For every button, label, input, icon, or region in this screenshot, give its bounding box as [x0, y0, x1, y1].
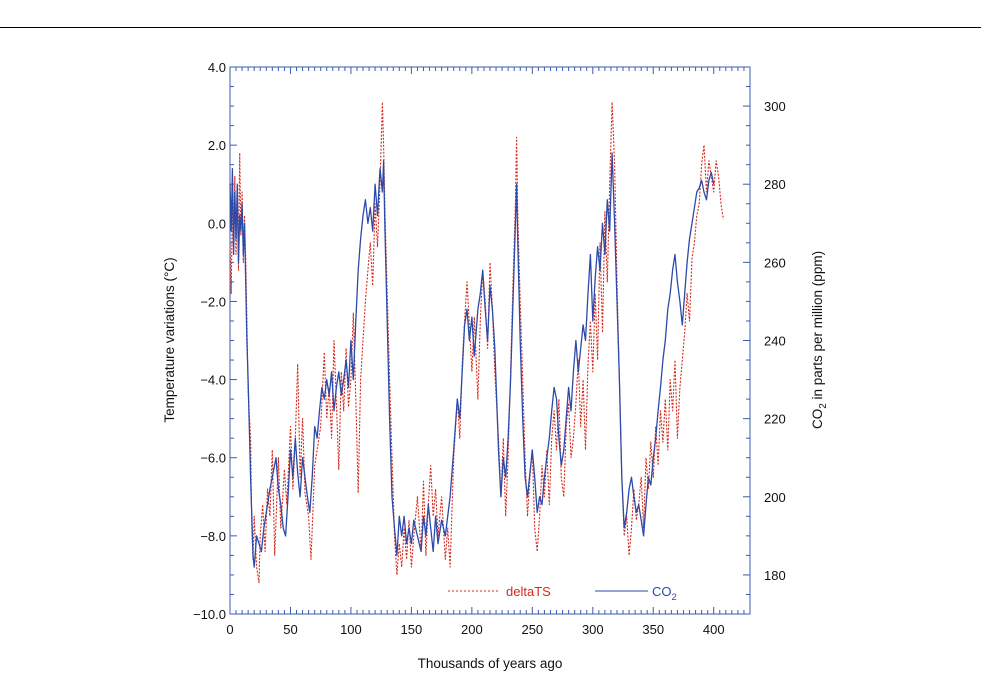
- y-left-tick-label: 4.0: [208, 60, 226, 75]
- y-left-tick-label: −6.0: [200, 451, 226, 466]
- legend-label-co2: CO2: [652, 584, 677, 603]
- series-layer: [229, 101, 724, 584]
- y-left-tick-label: 0.0: [208, 216, 226, 231]
- x-tick-label: 400: [703, 622, 725, 637]
- x-tick-label: 250: [521, 622, 543, 637]
- x-tick-label: 300: [582, 622, 604, 637]
- y-right-tick-label: 180: [764, 568, 786, 583]
- x-tick-label: 350: [642, 622, 664, 637]
- legend-label-deltats: deltaTS: [506, 584, 551, 599]
- y-right-tick-label: 220: [764, 412, 786, 427]
- x-tick-label: 0: [226, 622, 233, 637]
- y-left-tick-label: 2.0: [208, 138, 226, 153]
- legend-co2-prefix: CO: [652, 584, 672, 599]
- x-axis-title: Thousands of years ago: [418, 656, 563, 671]
- y-right-tick-label: 260: [764, 255, 786, 270]
- y-right-tick-label: 240: [764, 334, 786, 349]
- y-right-tick-label: 300: [764, 99, 786, 114]
- legend: deltaTS CO2: [448, 584, 677, 603]
- x-tick-label: 150: [401, 622, 423, 637]
- x-tick-label: 100: [340, 622, 362, 637]
- y-left-tick-label: −4.0: [200, 373, 226, 388]
- right-y-title-prefix: CO: [810, 409, 825, 429]
- y-right-tick-label: 200: [764, 490, 786, 505]
- right-y-title-subscript: 2: [818, 403, 829, 409]
- y-left-tick-label: −2.0: [200, 294, 226, 309]
- series-line-co2: [229, 152, 715, 568]
- right-y-axis: 300 280 260 240 220 200 180: [743, 66, 786, 615]
- plot-frame: [229, 66, 751, 615]
- x-tick-label: 50: [283, 622, 297, 637]
- top-rule: [0, 27, 981, 28]
- series-line-deltats: [229, 101, 724, 584]
- left-y-axis: 4.0 2.0 0.0 −2.0 −4.0 −6.0 −8.0 −10.0: [193, 60, 237, 622]
- legend-co2-subscript: 2: [672, 592, 677, 603]
- y-right-tick-label: 280: [764, 177, 786, 192]
- left-y-axis-title: Temperature variations (°C): [162, 257, 177, 422]
- x-axis: 0 50 100 150 200 250 300 350 400: [226, 67, 751, 637]
- y-left-tick-label: −8.0: [200, 529, 226, 544]
- right-y-title-suffix: in parts per million (ppm): [810, 251, 825, 403]
- right-y-axis-title: CO2 in parts per million (ppm): [810, 251, 829, 429]
- y-left-tick-label: −10.0: [193, 607, 226, 622]
- x-tick-label: 200: [461, 622, 483, 637]
